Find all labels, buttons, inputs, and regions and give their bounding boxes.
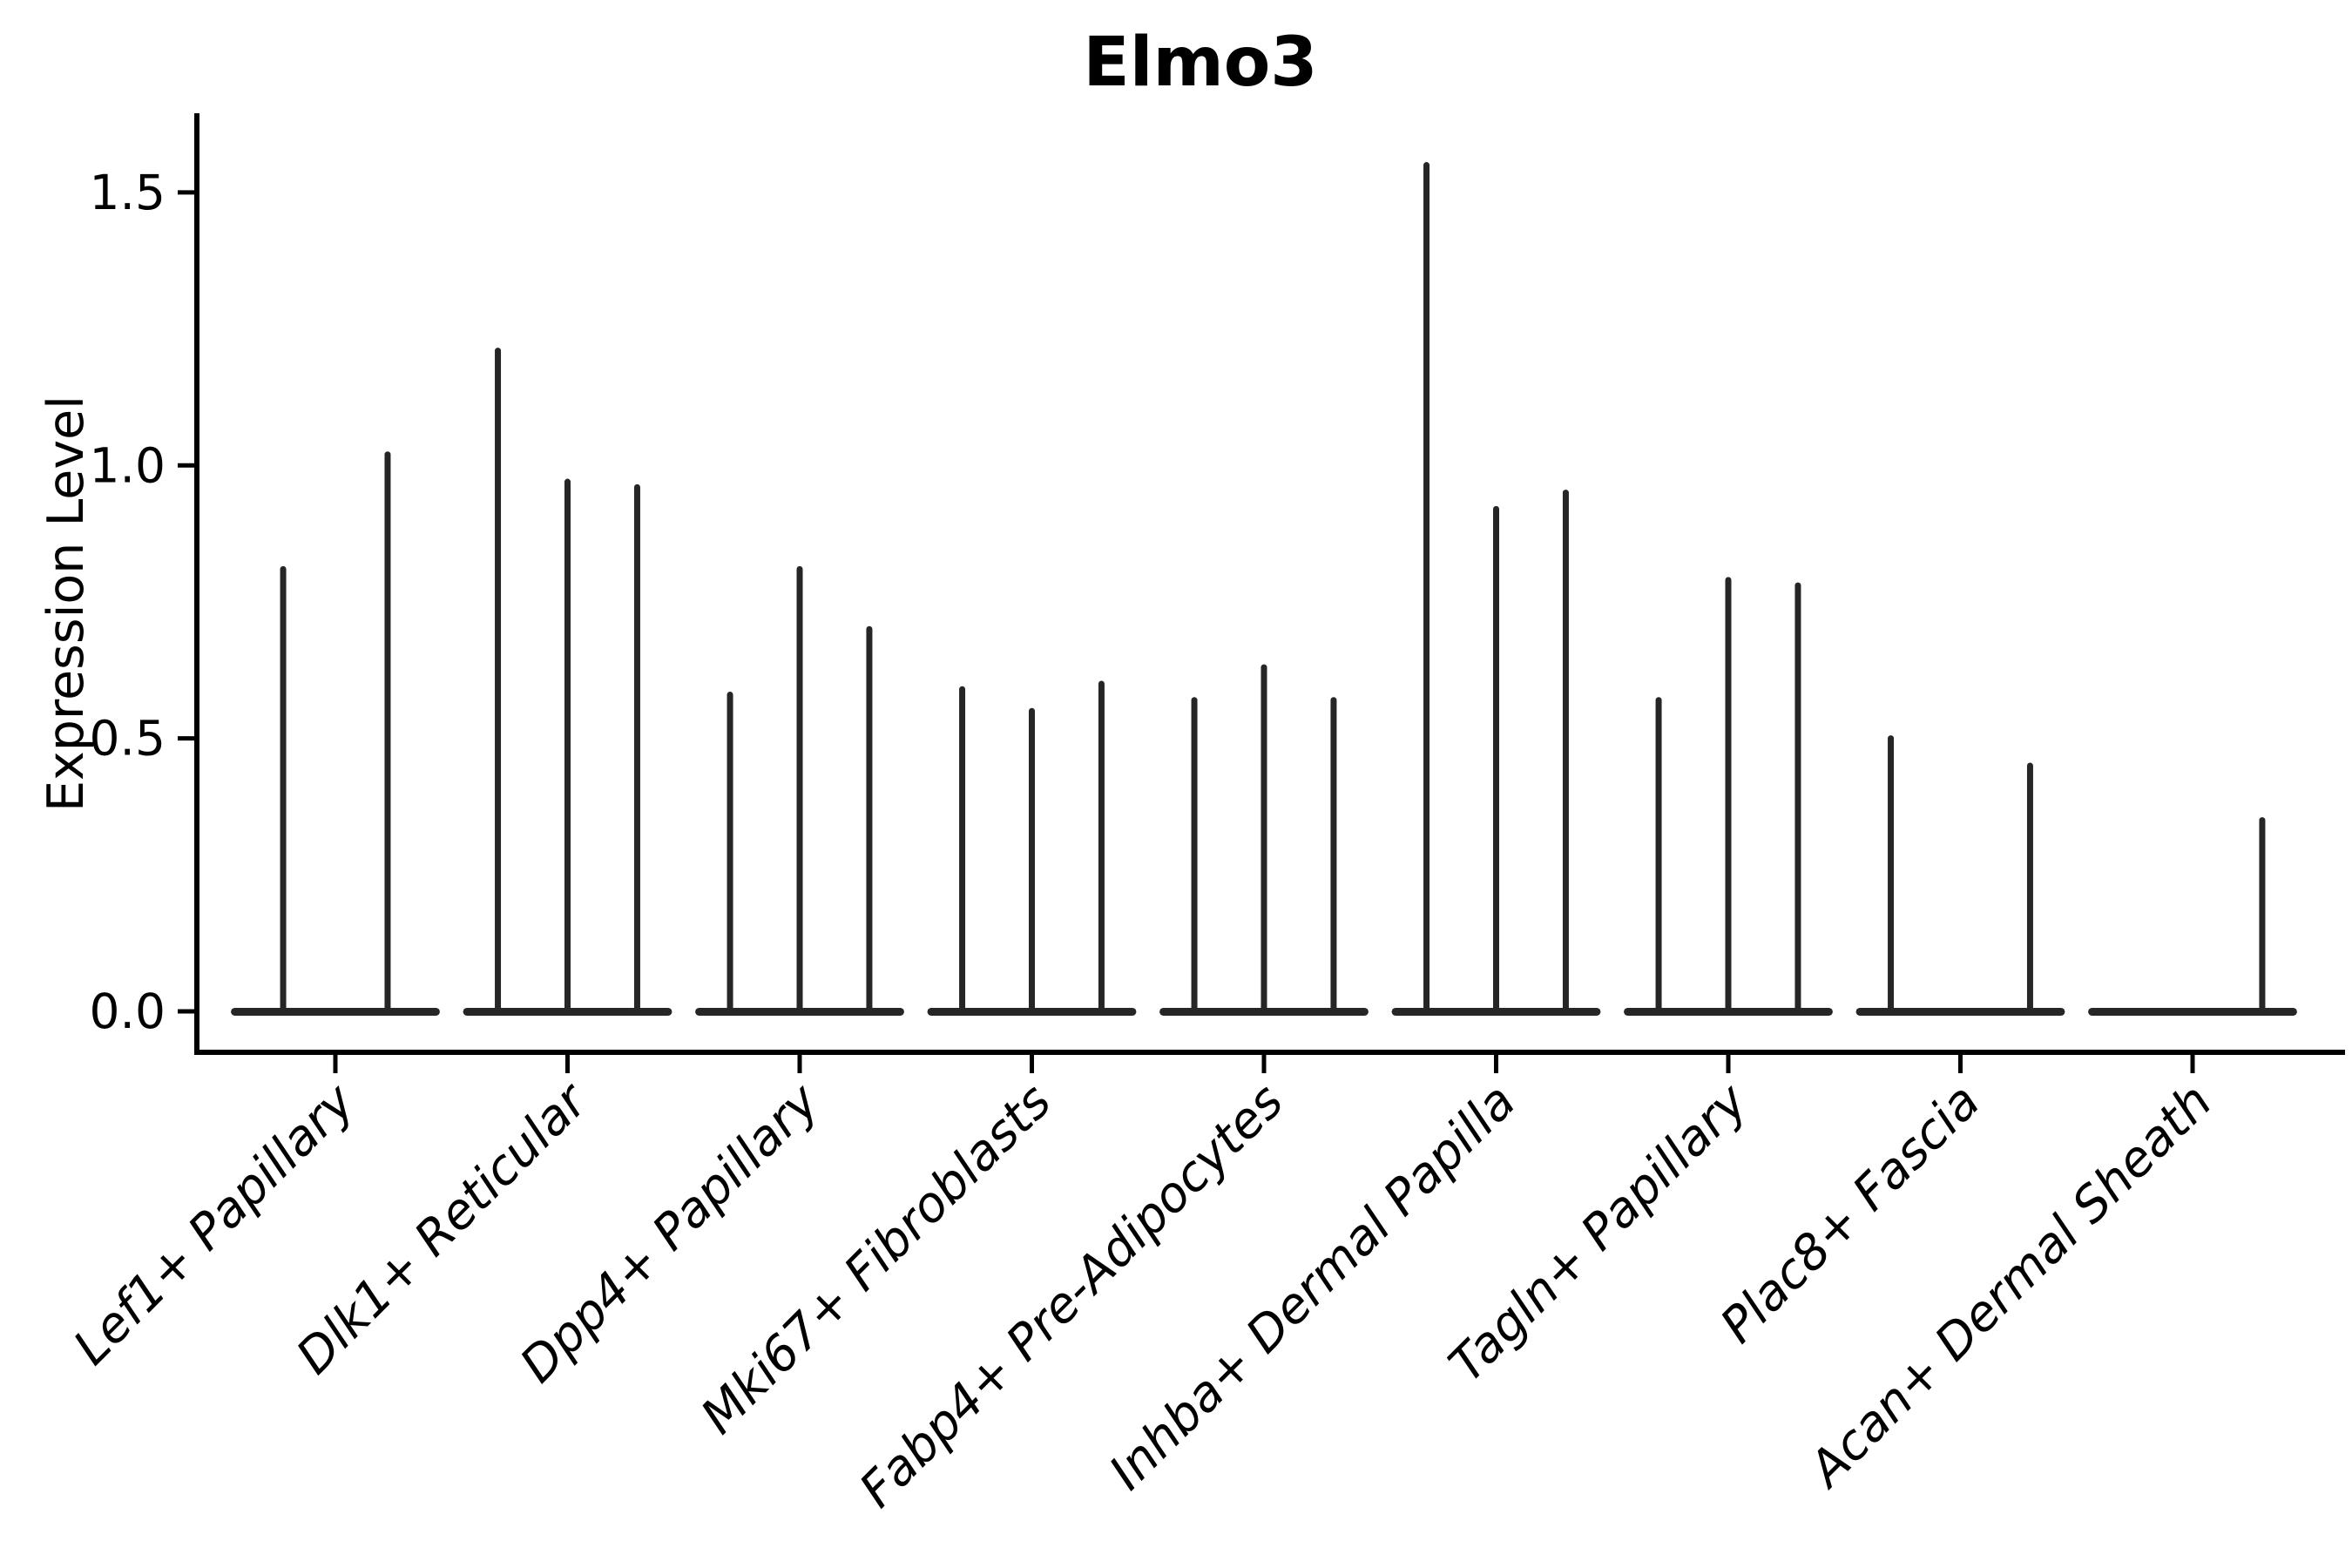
y-tick-label: 1.5 bbox=[90, 165, 166, 220]
violin-body bbox=[1855, 1007, 2065, 1016]
y-tick-label: 0.0 bbox=[90, 983, 166, 1039]
x-tick-label: Inhba+ Dermal Papilla bbox=[1098, 1073, 1526, 1501]
y-axis-label: Expression Level bbox=[37, 395, 95, 812]
violin-body bbox=[231, 1007, 440, 1016]
chart-title: Elmo3 bbox=[1083, 24, 1317, 102]
y-tick-label: 0.5 bbox=[90, 711, 166, 767]
violins-layer bbox=[231, 162, 2297, 1016]
x-tick-label: Acan+ Dermal Sheath bbox=[1797, 1073, 2223, 1499]
x-axis-ticks bbox=[333, 1052, 2195, 1073]
y-tick-label: 1.0 bbox=[90, 437, 166, 493]
y-axis-ticks: 0.0 0.5 1.0 1.5 bbox=[90, 165, 197, 1039]
violin-body bbox=[2088, 1007, 2297, 1016]
x-tick-label: Fabp4+ Pre-Adipocytes bbox=[849, 1073, 1294, 1518]
